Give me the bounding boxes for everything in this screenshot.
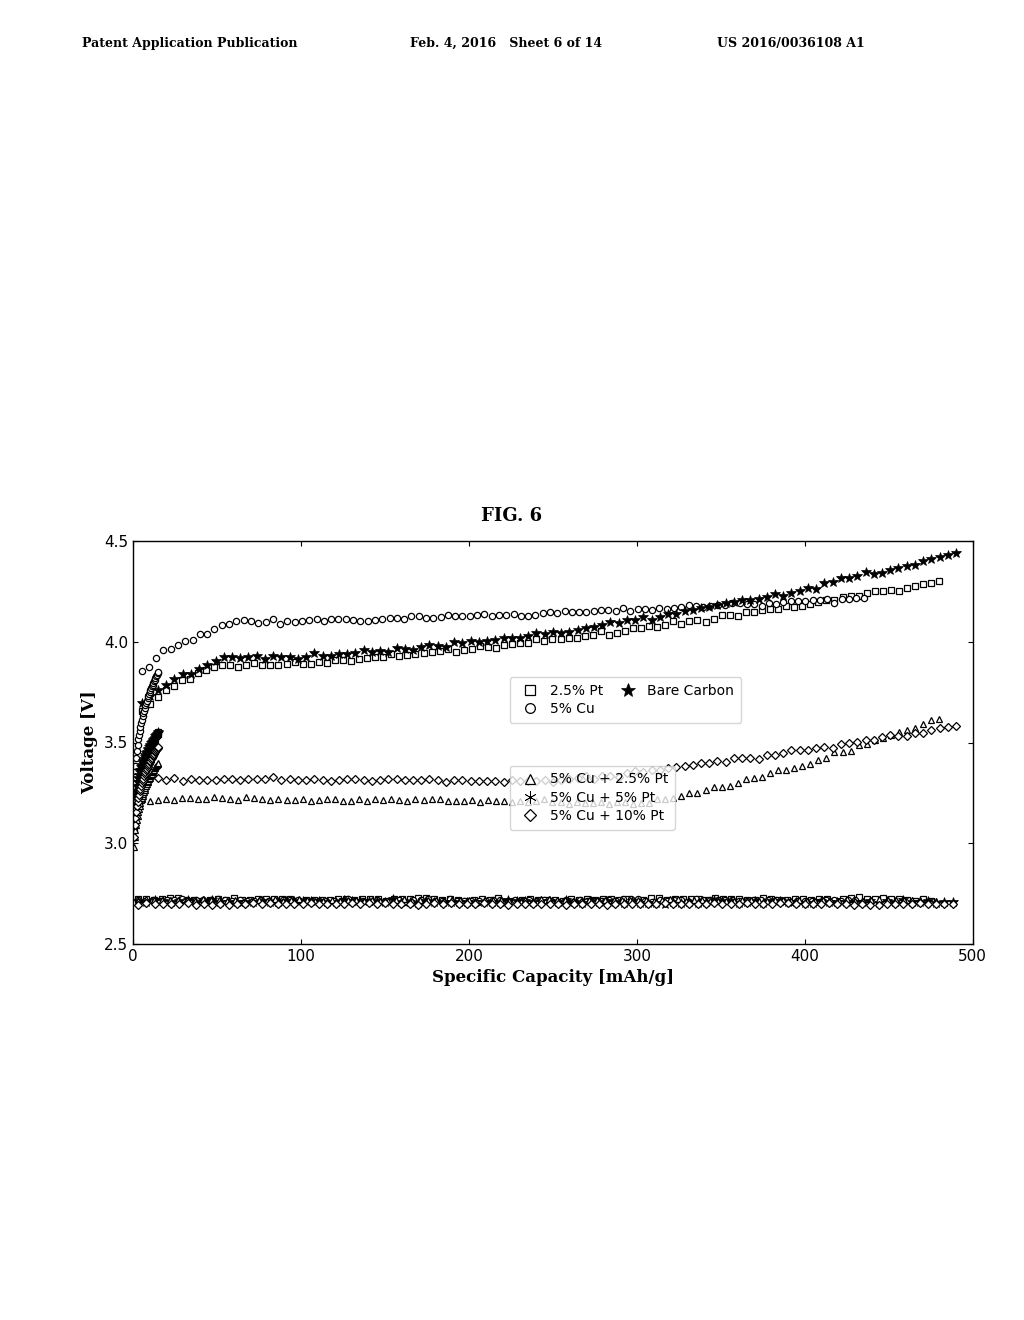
Text: Feb. 4, 2016   Sheet 6 of 14: Feb. 4, 2016 Sheet 6 of 14 [410, 37, 602, 50]
Text: FIG. 6: FIG. 6 [481, 507, 543, 525]
Y-axis label: Voltage [V]: Voltage [V] [82, 690, 98, 795]
Text: Patent Application Publication: Patent Application Publication [82, 37, 297, 50]
Text: US 2016/0036108 A1: US 2016/0036108 A1 [717, 37, 864, 50]
Legend: 5% Cu + 2.5% Pt, 5% Cu + 5% Pt, 5% Cu + 10% Pt: 5% Cu + 2.5% Pt, 5% Cu + 5% Pt, 5% Cu + … [510, 766, 675, 830]
X-axis label: Specific Capacity [mAh/g]: Specific Capacity [mAh/g] [432, 969, 674, 986]
